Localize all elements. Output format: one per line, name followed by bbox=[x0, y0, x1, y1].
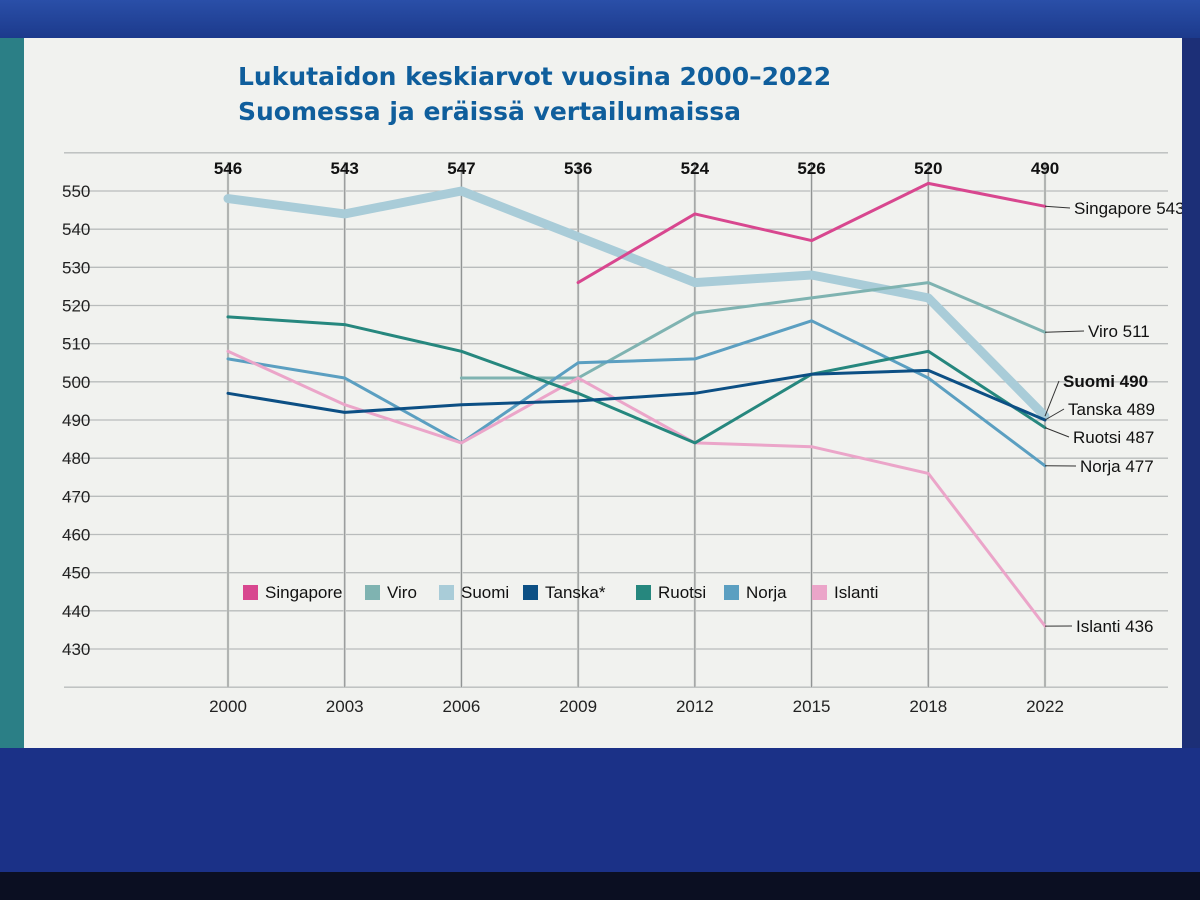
x-tick-label: 2009 bbox=[559, 697, 597, 716]
screen-left-border bbox=[0, 38, 24, 750]
y-tick-label: 470 bbox=[62, 487, 90, 506]
series-line-suomi bbox=[223, 186, 1050, 421]
series-layer bbox=[223, 181, 1050, 628]
y-tick-label: 460 bbox=[62, 526, 90, 545]
top-value-label: 547 bbox=[447, 159, 475, 178]
x-tick-label: 2012 bbox=[676, 697, 714, 716]
series-line-singapore bbox=[576, 181, 1047, 285]
legend: Singapore Viro Suomi Tanska* Ruotsi Norja Isla… bbox=[243, 583, 878, 602]
end-label: Tanska 489 bbox=[1068, 400, 1155, 419]
legend-label: Tanska* bbox=[545, 583, 606, 602]
legend-swatch bbox=[812, 585, 827, 600]
legend-swatch bbox=[439, 585, 454, 600]
legend-label: Viro bbox=[387, 583, 417, 602]
end-label: Singapore 543 bbox=[1074, 199, 1182, 218]
x-tick-label: 2000 bbox=[209, 697, 247, 716]
end-label: Islanti 436 bbox=[1076, 617, 1154, 636]
y-tick-label: 490 bbox=[62, 411, 90, 430]
legend-label: Norja bbox=[746, 583, 787, 602]
chart-subtitle: Suomessa ja eräissä vertailumaissa bbox=[238, 97, 741, 126]
y-tick-label: 430 bbox=[62, 640, 90, 659]
x-tick-label: 2003 bbox=[326, 697, 364, 716]
y-tick-label: 450 bbox=[62, 564, 90, 583]
leader-line bbox=[1044, 380, 1060, 417]
screen-bottom-edge bbox=[0, 872, 1200, 900]
legend-label: Islanti bbox=[834, 583, 878, 602]
top-value-label: 546 bbox=[214, 159, 242, 178]
top-value-label: 490 bbox=[1031, 159, 1059, 178]
x-tick-label: 2006 bbox=[443, 697, 481, 716]
series-line-ruotsi bbox=[226, 315, 1047, 445]
y-tick-label: 550 bbox=[62, 182, 90, 201]
legend-label: Ruotsi bbox=[658, 583, 706, 602]
y-tick-label: 520 bbox=[62, 297, 90, 316]
screen-right-border bbox=[1182, 38, 1200, 750]
leader-line bbox=[1044, 330, 1085, 333]
screen-top-border bbox=[0, 0, 1200, 38]
legend-label: Singapore bbox=[265, 583, 343, 602]
legend-swatch bbox=[636, 585, 651, 600]
end-label: Ruotsi 487 bbox=[1073, 428, 1154, 447]
top-value-label: 524 bbox=[681, 159, 710, 178]
end-label: Suomi 490 bbox=[1063, 372, 1148, 391]
y-tick-label: 530 bbox=[62, 258, 90, 277]
legend-swatch bbox=[523, 585, 538, 600]
series-line-norja bbox=[226, 319, 1047, 468]
top-value-label: 543 bbox=[331, 159, 359, 178]
top-value-label: 536 bbox=[564, 159, 592, 178]
legend-label: Suomi bbox=[461, 583, 509, 602]
x-tick-label: 2018 bbox=[909, 697, 947, 716]
y-tick-label: 440 bbox=[62, 602, 90, 621]
y-tick-label: 500 bbox=[62, 373, 90, 392]
axis-layer: 430 440 450 460 470 480 490 500 510 520 530 540 550 2… bbox=[62, 159, 1064, 716]
end-label: Norja 477 bbox=[1080, 457, 1154, 476]
series-line-islanti bbox=[226, 349, 1047, 628]
series-line-tanska bbox=[226, 368, 1047, 422]
end-label: Viro 511 bbox=[1088, 322, 1150, 341]
leader-line bbox=[1044, 205, 1071, 209]
y-tick-label: 510 bbox=[62, 335, 90, 354]
legend-swatch bbox=[243, 585, 258, 600]
chart-panel: Lukutaidon keskiarvot vuosina 2000–2022 … bbox=[24, 38, 1182, 748]
series-line-viro bbox=[459, 281, 1047, 380]
leader-line bbox=[1044, 408, 1065, 421]
y-tick-label: 480 bbox=[62, 449, 90, 468]
leader-line bbox=[1044, 427, 1070, 438]
chart-title: Lukutaidon keskiarvot vuosina 2000–2022 bbox=[238, 62, 831, 91]
end-label-layer: Singapore 543 Viro 511 Suomi 490 Tanska 489… bbox=[1044, 199, 1182, 636]
x-tick-label: 2022 bbox=[1026, 697, 1064, 716]
line-chart: Lukutaidon keskiarvot vuosina 2000–2022 … bbox=[62, 62, 1182, 716]
legend-swatch bbox=[724, 585, 739, 600]
top-value-label: 520 bbox=[914, 159, 942, 178]
x-tick-label: 2015 bbox=[793, 697, 831, 716]
top-value-label: 526 bbox=[797, 159, 825, 178]
grid-layer bbox=[64, 152, 1168, 688]
legend-swatch bbox=[365, 585, 380, 600]
y-tick-label: 540 bbox=[62, 220, 90, 239]
